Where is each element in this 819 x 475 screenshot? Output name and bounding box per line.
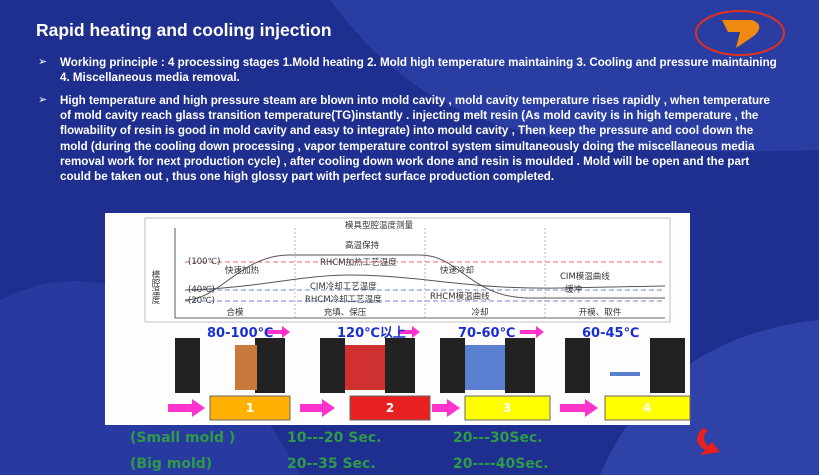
temperature-label: 70-60℃ <box>458 326 515 341</box>
curve-label: 高温保持 <box>345 240 380 251</box>
curve-label: 快速加热 <box>225 265 260 276</box>
temperature-label: 120℃以上 <box>337 326 406 341</box>
step-number: 4 <box>643 401 651 415</box>
time: 20---30Sec. <box>453 430 543 446</box>
step-number: 1 <box>246 401 254 415</box>
curve-label: (40℃) <box>188 285 215 295</box>
phase-label: 充填、保压 <box>324 307 367 318</box>
curve-label: RHCM冷却工艺温度 <box>305 294 382 305</box>
curve-label: (100℃) <box>188 257 220 267</box>
y-label: 模腔温度 <box>150 269 160 305</box>
time: 10---20 Sec. <box>287 430 381 446</box>
phase-label: 合模 <box>226 307 244 318</box>
temperature-label: 60-45℃ <box>582 326 639 341</box>
time: 20--35 Sec. <box>287 456 376 472</box>
title: Rapid heating and cooling injection <box>36 20 332 40</box>
step-number: 3 <box>503 401 511 415</box>
curve-label: CIM冷却工艺温度 <box>310 281 377 292</box>
diagram-title: 模具型腔温度测量 <box>345 220 414 231</box>
step-number: 2 <box>386 401 394 415</box>
phase-label: 冷却 <box>471 307 488 318</box>
curve-label: (20℃) <box>188 296 215 306</box>
bullet: High temperature and high pressure steam… <box>38 93 783 184</box>
curve-label: 快速冷却 <box>440 265 474 276</box>
time: 20----40Sec. <box>453 456 548 472</box>
curve-label: RHCM模温曲线 <box>430 291 490 302</box>
phase-label: 开模、取件 <box>579 307 622 318</box>
curve-label: 缓冲 <box>565 284 582 295</box>
temperature-label: 80-100℃ <box>207 326 273 341</box>
mold-size: (Big mold) <box>130 456 212 472</box>
bullet: Working principle : 4 processing stages … <box>38 55 783 85</box>
curve-label: RHCM加热工艺温度 <box>320 257 397 268</box>
curve-label: CIM模温曲线 <box>560 271 610 282</box>
mold-size: (Small mold ) <box>130 430 235 446</box>
